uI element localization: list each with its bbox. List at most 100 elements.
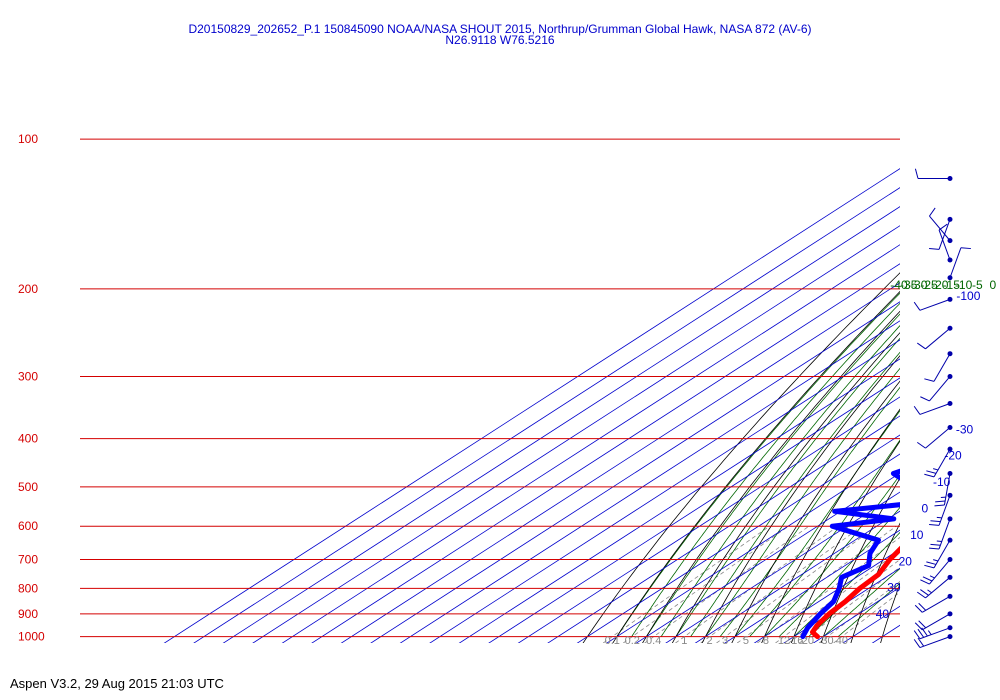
wind-barb (913, 634, 953, 649)
moist-adiabat-label: -5 (972, 278, 983, 292)
isotherm-line (222, 206, 900, 643)
moist-adiabat-line (837, 582, 900, 637)
pressure-tick-label: 200 (18, 282, 38, 296)
dry-adiabat-line (671, 332, 900, 643)
pressure-tick-label: 300 (18, 369, 38, 383)
isotherm-line (547, 415, 900, 643)
moist-adiabat-label: -15 (943, 278, 961, 292)
wind-barb (929, 207, 953, 244)
moist-adiabat-label: -10 (955, 278, 973, 292)
wind-barb (917, 574, 953, 599)
mixing-ratio-label: 0.4 (646, 635, 661, 647)
isotherm-line (399, 320, 900, 643)
mixing-ratio-line (644, 525, 810, 643)
isotherm-label: 20 (899, 554, 913, 568)
wind-barb (914, 593, 953, 613)
wind-barb (917, 425, 953, 449)
sounding-traces (800, 468, 900, 640)
dry-adiabat-line (582, 272, 900, 643)
wind-barb (934, 470, 953, 507)
pressure-tick-label: 700 (18, 553, 38, 567)
mixing-ratio-label: 1 (681, 635, 687, 647)
isotherm-line (370, 301, 900, 643)
mixing-ratio-line (675, 525, 839, 643)
wind-barb (917, 325, 953, 350)
dry-adiabat-line (940, 37, 1000, 646)
isotherm-line (281, 244, 900, 643)
pressure-tick-label: 400 (18, 432, 38, 446)
wind-barb (920, 373, 953, 402)
dry-adiabat-lines (582, 37, 1000, 646)
moist-adiabat-label: -35 (900, 278, 918, 292)
moist-adiabat-line (705, 367, 900, 637)
mixing-ratio-label: 16 (791, 635, 803, 647)
moist-adiabat-line (823, 568, 900, 637)
pressure-tick-label: 500 (18, 480, 38, 494)
mixing-ratio-label: 2 (707, 635, 713, 647)
dry-adiabat-line (910, 37, 1000, 646)
pressure-tick-label: 900 (18, 607, 38, 621)
chart-subtitle: N26.9118 W76.5216 (445, 33, 555, 47)
isotherm-line (871, 624, 900, 643)
isotherm-line (193, 187, 900, 643)
isotherm-lines (163, 168, 900, 643)
mixing-ratio-label: 8 (763, 635, 769, 647)
isotherm-line (458, 358, 900, 643)
isotherm-label: -30 (956, 422, 974, 436)
pressure-tick-label: 100 (18, 132, 38, 146)
dry-adiabat-line (850, 522, 900, 643)
mixing-ratio-line (623, 525, 789, 643)
isotherm-line (842, 605, 900, 643)
moist-adiabat-label: -25 (920, 278, 938, 292)
axis-labels: 1002003004005006007008009001000-50-40-30… (18, 132, 996, 647)
dry-adiabat-line (612, 290, 900, 643)
mixing-ratio-label: 12 (778, 635, 790, 647)
dry-adiabat-line (970, 37, 1000, 646)
pressure-tick-label: 800 (18, 581, 38, 595)
wind-barb (913, 401, 953, 415)
moist-adiabat-label: -20 (931, 278, 949, 292)
moist-adiabat-line (719, 386, 900, 637)
dry-adiabat-line (731, 380, 900, 643)
moist-adiabat-label: -30 (910, 278, 928, 292)
isotherm-line (576, 434, 900, 643)
isotherm-line (429, 339, 900, 643)
isotherm-line (665, 491, 900, 643)
isotherm-line (724, 529, 900, 643)
moist-adiabat-line (631, 302, 900, 637)
dry-adiabat-line (790, 440, 900, 643)
dewpoint-trace (800, 468, 900, 640)
mixing-ratio-label: 3 (722, 635, 728, 647)
mixing-ratio-label: 40 (836, 635, 848, 647)
isotherm-line (163, 168, 900, 643)
isotherm-label: 10 (910, 528, 924, 542)
isotherm-line (606, 453, 900, 643)
mixing-ratio-label: 0.1 (605, 635, 620, 647)
wind-barb (929, 492, 953, 526)
isotherm-line (252, 225, 900, 643)
wind-barb (913, 296, 953, 311)
moist-adiabat-label: -40 (890, 278, 908, 292)
isotherm-line (311, 263, 900, 643)
wind-barb (929, 516, 953, 550)
isotherm-label: -20 (944, 449, 962, 463)
isotherm-label: 30 (887, 581, 901, 595)
temperature-trace (810, 545, 900, 640)
pressure-tick-label: 1000 (18, 630, 45, 644)
wind-barb (947, 247, 971, 281)
pressure-tick-label: 600 (18, 519, 38, 533)
mixing-ratio-line (602, 525, 770, 643)
isobar-lines (80, 138, 900, 638)
chart-title: D20150829_202652_P.1 150845090 NOAA/NASA… (188, 22, 811, 36)
mixing-ratio-label: 30 (821, 635, 833, 647)
dry-adiabat-line (761, 408, 900, 643)
isotherm-line (694, 510, 900, 643)
isotherm-label: 40 (876, 607, 890, 621)
dry-adiabat-line (701, 355, 900, 643)
wind-barb (924, 446, 953, 478)
isotherm-label: 0 (922, 502, 929, 516)
isotherm-line (517, 396, 900, 643)
isotherm-line (635, 472, 900, 643)
moist-adiabat-line (734, 410, 900, 637)
